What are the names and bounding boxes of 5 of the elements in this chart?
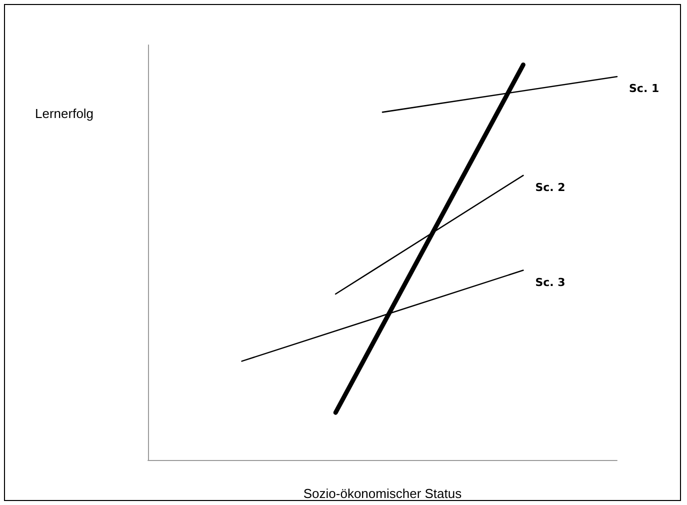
- x-axis-title: Sozio-ökonomischer Status: [303, 486, 462, 501]
- series-label: Sc. 1: [629, 82, 660, 96]
- series-label: Sc. 2: [535, 180, 566, 194]
- series-label: Sc. 3: [535, 276, 566, 289]
- y-axis-title: Lernerfolg: [35, 106, 94, 121]
